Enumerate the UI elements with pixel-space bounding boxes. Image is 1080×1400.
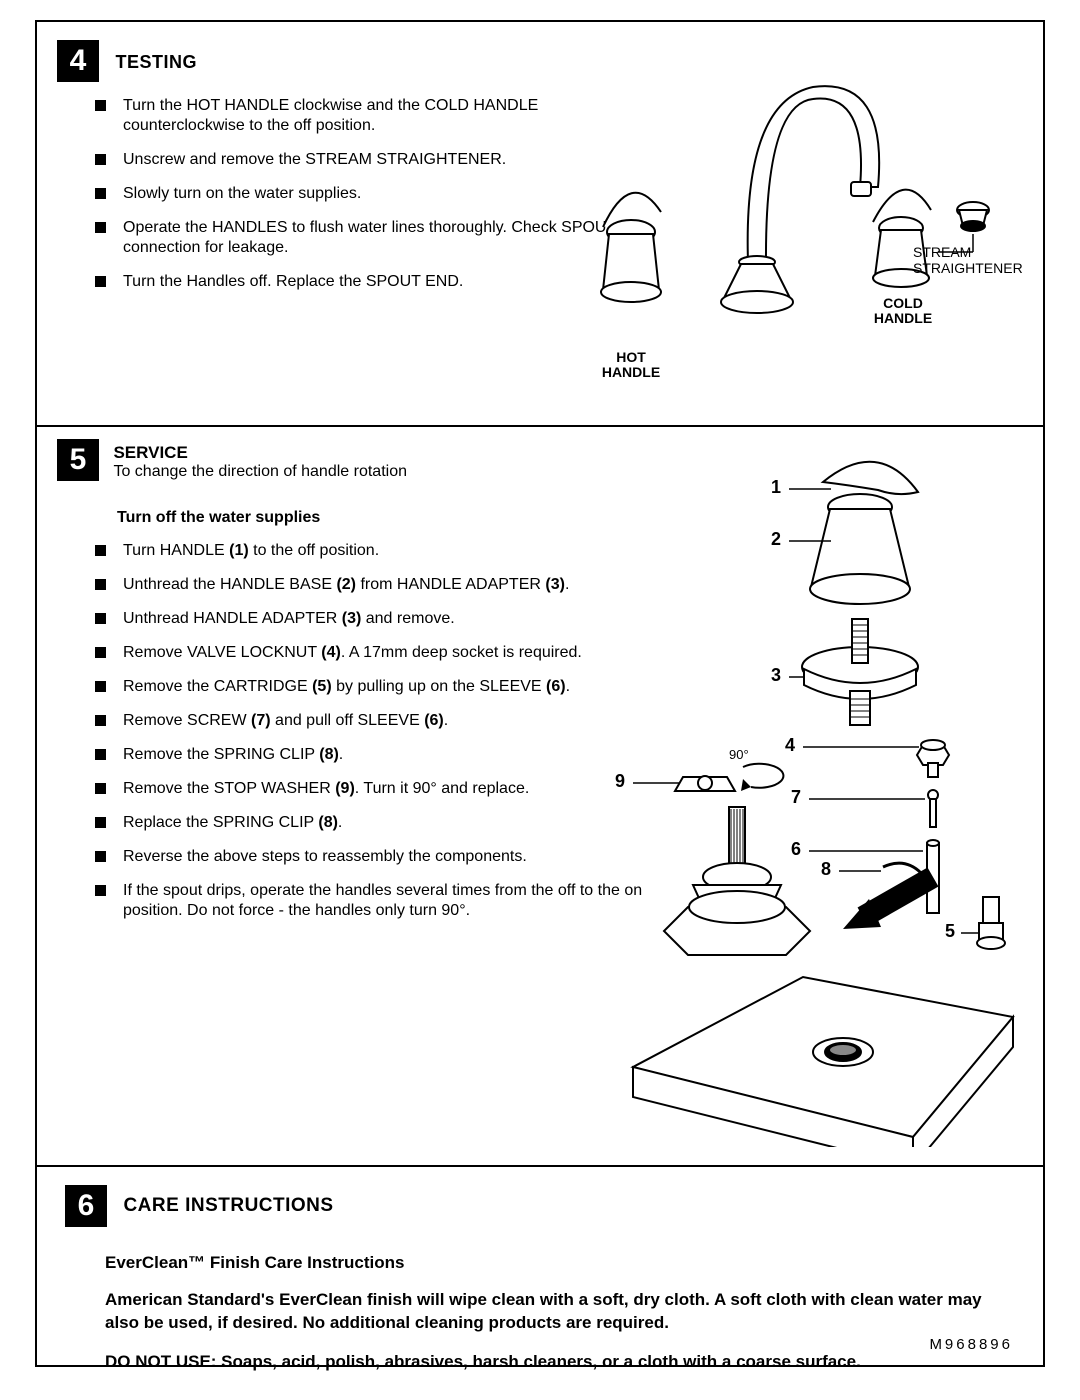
testing-bullets: Turn the HOT HANDLE clockwise and the CO… (95, 96, 625, 292)
label-stream: STREAM STRAIGHTENER (913, 244, 1023, 276)
part-label-9: 9 (615, 771, 625, 792)
bullet: Turn the HOT HANDLE clockwise and the CO… (95, 96, 625, 136)
part-label-7: 7 (791, 787, 801, 808)
part-label-2: 2 (771, 529, 781, 550)
step-title-4: TESTING (115, 52, 197, 73)
label-hot: HOTHANDLE (591, 350, 671, 381)
document-number: M968896 (929, 1336, 1013, 1353)
bullet: Turn the Handles off. Replace the SPOUT … (95, 272, 625, 292)
part-label-4: 4 (785, 735, 795, 756)
step-title-5: SERVICE (113, 443, 187, 462)
bullet: Operate the HANDLES to flush water lines… (95, 218, 625, 258)
faucet-diagram-4: STREAM STRAIGHTENER COLDHANDLE HOTHANDLE (573, 52, 1023, 402)
part-label-1: 1 (771, 477, 781, 498)
angle-label: 90° (729, 747, 749, 762)
step-badge-6: 6 (65, 1185, 107, 1227)
care-body-2: DO NOT USE: Soaps, acid, polish, abrasiv… (105, 1351, 995, 1374)
exploded-diagram-5: 1 2 3 4 7 6 8 5 9 90° (593, 447, 1023, 1147)
part-label-3: 3 (771, 665, 781, 686)
step-badge-4: 4 (57, 40, 99, 82)
section-testing: 4 TESTING Turn the HOT HANDLE clockwise … (37, 22, 1043, 427)
step-badge-5: 5 (57, 439, 99, 481)
part-label-6: 6 (791, 839, 801, 860)
section-service: 5 SERVICE To change the direction of han… (37, 427, 1043, 1167)
label-cold: COLDHANDLE (863, 296, 943, 327)
bullet: Slowly turn on the water supplies. (95, 184, 625, 204)
bullet: Unscrew and remove the STREAM STRAIGHTEN… (95, 150, 625, 170)
care-body-1: American Standard's EverClean finish wil… (105, 1289, 995, 1335)
instruction-page: 4 TESTING Turn the HOT HANDLE clockwise … (35, 20, 1045, 1367)
part-label-5: 5 (945, 921, 955, 942)
section-care: 6 CARE INSTRUCTIONS EverClean™ Finish Ca… (37, 1167, 1043, 1400)
step-subtitle-5: To change the direction of handle rotati… (113, 463, 407, 480)
care-subheading: EverClean™ Finish Care Instructions (105, 1253, 1015, 1273)
step-title-6: CARE INSTRUCTIONS (123, 1195, 333, 1217)
part-label-8: 8 (821, 859, 831, 880)
